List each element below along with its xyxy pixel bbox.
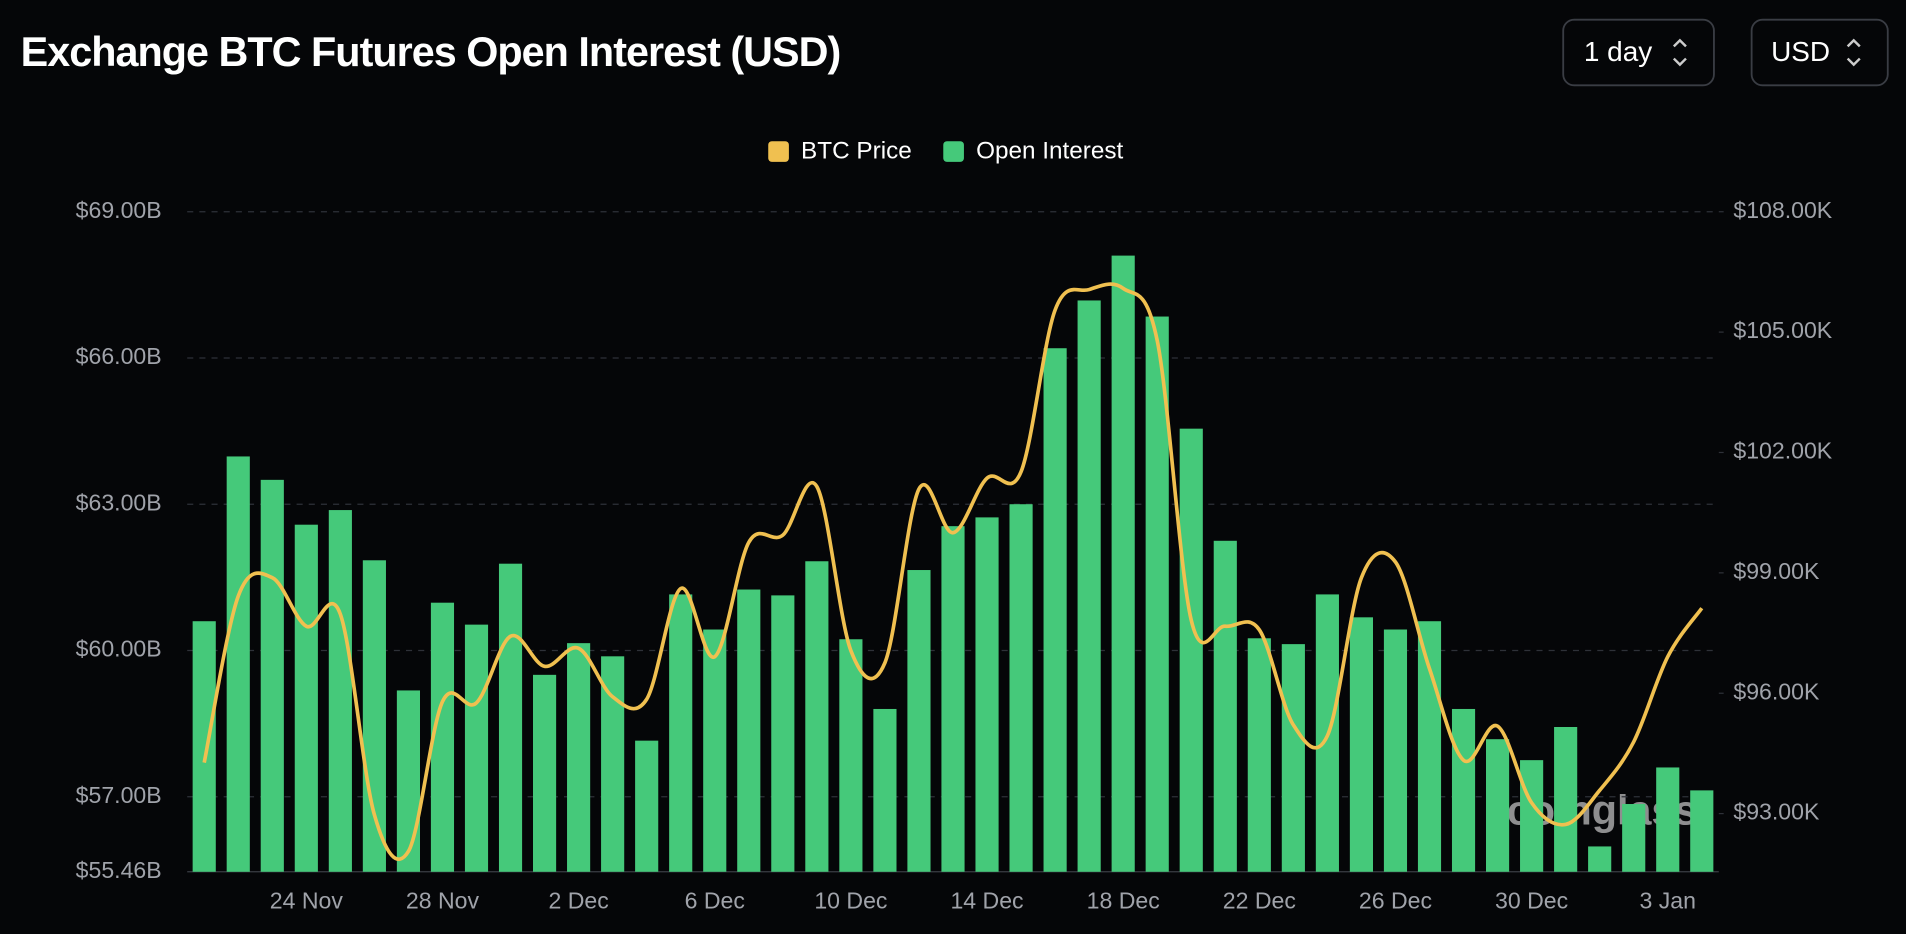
y2-tick-label: $108.00K	[1733, 197, 1832, 223]
bar	[1349, 617, 1374, 872]
select-arrows[interactable]	[1672, 38, 1687, 67]
legend-swatch	[943, 141, 964, 162]
bar	[1622, 804, 1646, 872]
bar	[771, 595, 795, 872]
y-tick-label: $57.00B	[76, 782, 162, 808]
y2-tick-label: $99.00K	[1733, 558, 1820, 584]
bar	[498, 563, 523, 872]
bar	[1656, 767, 1680, 872]
chart-title: Exchange BTC Futures Open Interest (USD)	[21, 29, 841, 75]
x-tick-label: 6 Dec	[685, 887, 745, 913]
bar	[975, 517, 999, 872]
x-tick-label: 28 Nov	[406, 887, 480, 913]
bar	[1485, 739, 1510, 872]
bar	[1588, 846, 1612, 872]
legend: BTC Price Open Interest	[768, 138, 1124, 165]
x-tick-label: 24 Nov	[270, 887, 344, 913]
x-tick-label: 30 Dec	[1495, 887, 1568, 913]
bar	[635, 740, 659, 872]
bar	[430, 602, 455, 872]
x-tick-label: 3 Jan	[1640, 887, 1696, 913]
bar	[1111, 255, 1135, 872]
bar	[1281, 644, 1305, 872]
bar	[464, 624, 489, 872]
y-tick-label: $63.00B	[76, 489, 162, 515]
bar	[362, 560, 386, 872]
bar	[907, 570, 931, 872]
select-box[interactable]	[1750, 18, 1889, 87]
bar	[1077, 300, 1101, 872]
bar	[839, 639, 863, 872]
y2-tick-label: $93.00K	[1733, 799, 1820, 825]
bar	[1213, 540, 1237, 872]
y2-tick-label: $96.00K	[1733, 678, 1820, 704]
bar	[226, 456, 250, 872]
bar	[873, 708, 897, 872]
interval-select[interactable]: 1 day	[1562, 18, 1715, 87]
x-tick-label: 10 Dec	[814, 887, 887, 913]
bar	[328, 510, 352, 872]
bar	[1417, 621, 1442, 872]
x-tick-label: 14 Dec	[950, 887, 1023, 913]
bar	[1009, 504, 1033, 872]
price-line	[202, 282, 1704, 862]
y-tick-label: $60.00B	[76, 636, 162, 662]
bar	[1554, 726, 1578, 872]
bar	[805, 561, 829, 872]
x-tick-label: 26 Dec	[1359, 887, 1432, 913]
bar	[601, 656, 625, 872]
bar	[703, 629, 727, 872]
legend-label: Open Interest	[976, 138, 1123, 165]
x-tick-label: 22 Dec	[1223, 887, 1296, 913]
bar	[532, 674, 557, 872]
select-arrows[interactable]	[1846, 38, 1861, 67]
legend-swatch	[768, 141, 789, 162]
bar	[1383, 629, 1408, 872]
currency-select[interactable]: USD	[1750, 18, 1889, 87]
bar	[294, 524, 318, 872]
y-tick-label: $69.00B	[76, 197, 162, 223]
y-tick-label: $55.46B	[76, 857, 162, 883]
bar	[396, 690, 421, 872]
bar	[567, 643, 591, 872]
bar	[1520, 760, 1544, 872]
select-box[interactable]	[1562, 18, 1715, 87]
bar	[192, 621, 216, 872]
bar	[1145, 316, 1169, 872]
x-tick-label: 18 Dec	[1087, 887, 1160, 913]
legend-label: BTC Price	[801, 138, 912, 165]
select-label[interactable]: USD	[1771, 36, 1830, 67]
bar	[941, 526, 965, 872]
bar	[737, 589, 761, 872]
bar	[260, 479, 284, 872]
bar	[1179, 428, 1203, 872]
select-label[interactable]: 1 day	[1584, 36, 1652, 67]
y2-tick-label: $105.00K	[1733, 317, 1832, 343]
y-tick-label: $66.00B	[76, 343, 162, 369]
y2-tick-label: $102.00K	[1733, 438, 1832, 464]
bar	[1690, 790, 1714, 872]
x-tick-label: 2 Dec	[548, 887, 608, 913]
bar	[1247, 638, 1271, 872]
bar	[1451, 708, 1476, 872]
bar	[1043, 348, 1067, 872]
bar	[669, 594, 693, 872]
